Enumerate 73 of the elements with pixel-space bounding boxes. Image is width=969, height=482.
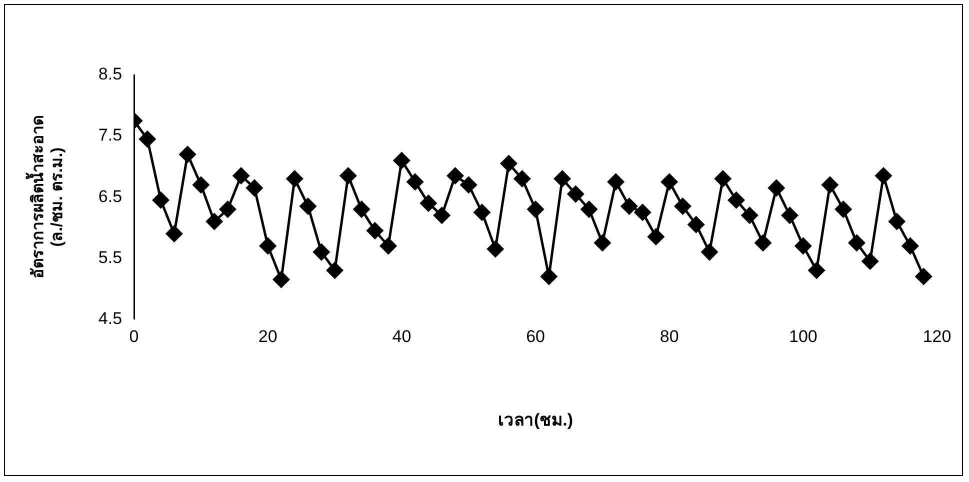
point (446, 167, 464, 184)
point (634, 204, 651, 221)
point (286, 170, 303, 188)
point (434, 207, 450, 224)
point (741, 207, 758, 224)
point (340, 167, 356, 184)
point (380, 238, 397, 254)
point (835, 201, 852, 218)
y-tick-label: 6.5 (98, 186, 122, 206)
point (608, 174, 624, 190)
point (179, 146, 196, 163)
y-tick-label: 4.5 (98, 308, 122, 328)
point (794, 238, 812, 254)
point (139, 130, 156, 148)
x-tick-label: 40 (392, 327, 412, 346)
x-tick-label: 120 (922, 327, 952, 346)
y-tick-label: 5.5 (98, 248, 122, 267)
y-tick-label: 8.5 (98, 64, 122, 84)
point (260, 238, 276, 254)
point (393, 152, 410, 169)
point (232, 167, 250, 184)
point (527, 201, 544, 218)
point (822, 176, 838, 194)
point (580, 201, 598, 218)
point (406, 174, 424, 190)
point (460, 176, 477, 194)
point (768, 180, 785, 196)
point (500, 155, 517, 172)
point (728, 192, 745, 208)
point (353, 201, 370, 218)
point (420, 194, 437, 212)
point (474, 204, 490, 221)
point (688, 216, 704, 233)
point (902, 238, 918, 254)
point (848, 234, 865, 252)
point (754, 234, 772, 252)
point (313, 244, 330, 260)
point (648, 228, 664, 246)
point (714, 170, 732, 188)
point (487, 240, 504, 258)
point (701, 244, 718, 260)
point (246, 180, 263, 196)
point (366, 222, 384, 239)
point (875, 167, 892, 184)
y-tick-label: 7.5 (98, 126, 122, 145)
point (540, 268, 558, 285)
x-tick-label: 20 (258, 327, 278, 346)
point (862, 252, 878, 270)
point (782, 207, 798, 224)
point (206, 213, 223, 230)
point (272, 271, 290, 288)
point (567, 186, 584, 202)
x-tick-label: 60 (526, 327, 545, 346)
point (888, 213, 906, 230)
point (300, 198, 316, 215)
point (219, 201, 236, 218)
x-tick-label: 80 (660, 327, 679, 346)
point (594, 234, 611, 252)
point (915, 268, 932, 285)
point (554, 170, 571, 188)
point (166, 225, 182, 242)
point (808, 262, 825, 279)
x-tick-label: 100 (788, 327, 818, 346)
x-axis-title: เวลา(ชม.) (498, 410, 574, 430)
point (152, 192, 170, 208)
point (661, 174, 678, 190)
y-axis-title: อัตราการผลิตน้ำสะอาด (ล./ชม. ตร.ม.) (25, 116, 66, 279)
point (674, 198, 691, 215)
x-tick-label: 0 (129, 327, 139, 346)
point (620, 198, 638, 215)
point (192, 176, 210, 194)
point (326, 262, 344, 279)
point (514, 170, 530, 188)
